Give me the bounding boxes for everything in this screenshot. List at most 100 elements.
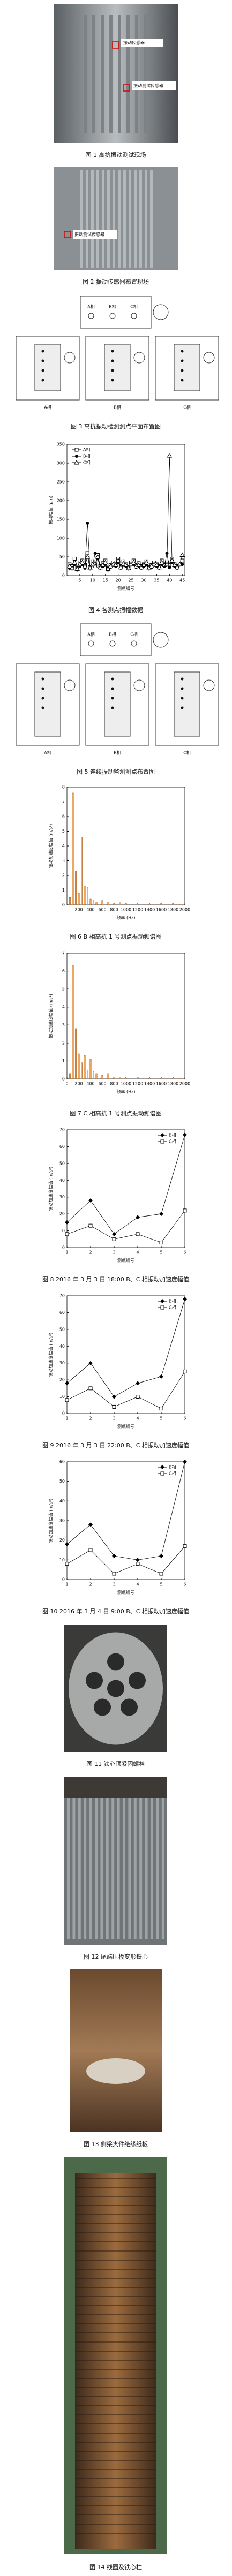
marker xyxy=(154,562,160,567)
bar xyxy=(113,1077,115,1079)
marker xyxy=(112,1237,116,1241)
x-tick-label: 400 xyxy=(86,1082,94,1086)
photo-detail xyxy=(126,15,130,133)
figure-caption: 图 4 各测点振幅数据 xyxy=(88,606,143,614)
diagram-point xyxy=(181,706,184,709)
y-tick-label: 2 xyxy=(62,1040,65,1045)
series-line xyxy=(66,1461,185,1560)
photo-detail xyxy=(129,170,131,268)
marker xyxy=(79,560,85,564)
x-tick-label: 4 xyxy=(136,1250,139,1255)
marker xyxy=(159,1241,163,1245)
diagram-point xyxy=(181,350,184,353)
y-tick-label: 7 xyxy=(62,799,65,804)
bar xyxy=(72,965,74,1079)
bar xyxy=(95,902,98,905)
diagram-point xyxy=(109,640,116,647)
marker xyxy=(167,452,173,458)
marker xyxy=(169,557,175,563)
bar xyxy=(119,902,121,905)
marker xyxy=(121,561,126,566)
marker xyxy=(183,1132,187,1137)
x-axis-label: 测点编号 xyxy=(117,1590,134,1595)
diagram-core xyxy=(174,344,200,391)
marker xyxy=(136,1395,140,1399)
y-tick-label: 70 xyxy=(59,1294,65,1298)
diagram-symbol xyxy=(64,352,76,364)
marker xyxy=(159,1572,163,1576)
marker xyxy=(136,1381,140,1386)
diagram-symbol xyxy=(203,352,215,364)
diagram-label: B相 xyxy=(109,632,116,637)
y-tick-label: 0 xyxy=(62,1411,65,1416)
marker xyxy=(87,565,93,570)
diagram-symbol xyxy=(153,304,169,320)
diagram-point xyxy=(88,313,94,319)
photo-detail xyxy=(80,170,83,268)
y-tick-label: 20 xyxy=(59,1538,65,1543)
y-tick-label: 50 xyxy=(59,1327,65,1332)
photo xyxy=(54,167,178,270)
y-axis-label: 振动加速度幅值 (m/s²) xyxy=(48,1333,54,1377)
marker xyxy=(105,566,111,571)
x-tick-label: 4 xyxy=(136,1416,139,1421)
bar xyxy=(148,1078,151,1079)
x-tick-label: 5 xyxy=(160,1416,162,1421)
diagram-core xyxy=(104,344,131,391)
photo-detail xyxy=(91,170,94,268)
marker xyxy=(65,1398,69,1402)
bar xyxy=(172,903,174,905)
bar xyxy=(178,1078,180,1079)
photo-detail xyxy=(84,15,87,133)
bar xyxy=(107,1073,109,1079)
legend-marker xyxy=(74,448,79,452)
photo-detail xyxy=(72,1798,76,1939)
y-tick-label: 30 xyxy=(59,1361,65,1365)
series-line xyxy=(66,1210,185,1243)
y-tick-label: 200 xyxy=(57,498,65,503)
diagram-point xyxy=(41,687,44,690)
marker xyxy=(151,561,157,566)
marker xyxy=(174,564,180,570)
y-tick-label: 2 xyxy=(62,873,65,878)
photo-detail xyxy=(75,2173,156,2549)
marker xyxy=(95,554,101,559)
sensor-box xyxy=(64,231,71,238)
bar xyxy=(95,1073,98,1079)
x-tick-label: 40 xyxy=(167,578,172,583)
y-tick-label: 20 xyxy=(59,1212,65,1217)
marker xyxy=(138,564,144,570)
diagram-label: C相 xyxy=(130,632,138,637)
diagram-point xyxy=(41,706,44,709)
y-tick-label: 60 xyxy=(59,1460,65,1464)
bar xyxy=(101,1075,103,1079)
x-tick-label: 6 xyxy=(183,1582,186,1587)
photo-detail xyxy=(107,170,110,268)
x-tick-label: 10 xyxy=(90,578,95,583)
figure-caption: 图 14 线圈及铁心柱 xyxy=(89,2563,142,2571)
photo-detail xyxy=(86,1672,103,1689)
x-tick-label: 4 xyxy=(136,1582,139,1587)
x-axis-label: 测点编号 xyxy=(117,586,134,591)
legend-marker xyxy=(160,1465,164,1469)
diagram-point xyxy=(131,313,137,319)
y-tick-label: 6 xyxy=(62,814,65,819)
bar xyxy=(86,887,89,905)
marker xyxy=(115,557,121,563)
figure-caption: 图 7 C 相高抗 1 号测点振动频谱图 xyxy=(70,1109,161,1117)
x-tick-label: 1600 xyxy=(156,908,167,912)
x-tick-label: 400 xyxy=(86,908,94,912)
marker xyxy=(183,1208,187,1213)
marker xyxy=(88,1361,93,1365)
diagram-label: B相 xyxy=(114,750,121,756)
y-tick-label: 50 xyxy=(59,1479,65,1484)
diagram-label: C相 xyxy=(183,750,191,756)
photo-label: 振动测试传感器 xyxy=(74,232,104,237)
sensor-box xyxy=(123,84,130,92)
diagram-point xyxy=(181,687,184,690)
marker xyxy=(159,1407,163,1411)
marker xyxy=(93,552,97,555)
marker xyxy=(112,1572,116,1576)
bar xyxy=(86,1069,89,1079)
